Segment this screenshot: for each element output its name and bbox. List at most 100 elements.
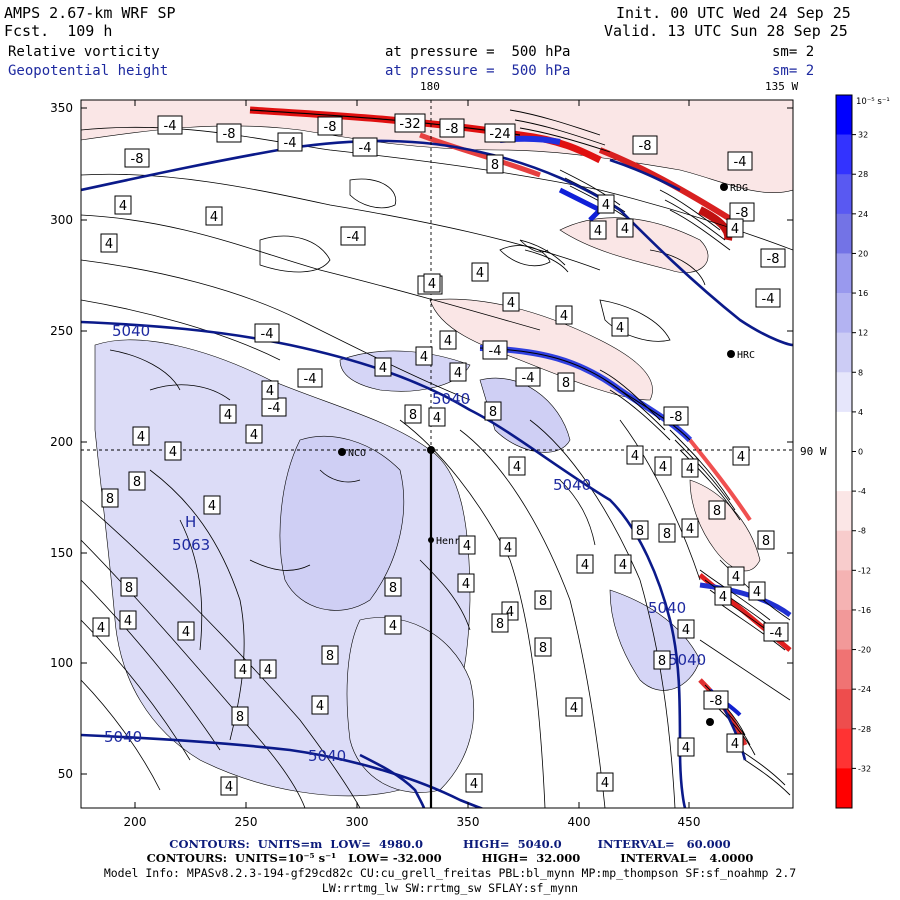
vorticity-contour-label: -4 — [727, 151, 753, 171]
vorticity-contour-label: 4 — [374, 357, 392, 377]
svg-text:4: 4 — [462, 577, 470, 592]
station-henry-marker — [428, 537, 434, 543]
plot-fields: NCO Henry RDG HRC H 5063 504050405040504… — [81, 100, 793, 808]
svg-text:4: 4 — [682, 741, 690, 756]
svg-text:8: 8 — [762, 534, 770, 549]
x-tick-label: 350 — [457, 815, 480, 829]
vorticity-contour-label: 8 — [231, 706, 249, 726]
vorticity-contour-label: 4 — [457, 573, 475, 593]
vorticity-contour-label: -24 — [484, 123, 516, 143]
vorticity-contour-label: 4 — [589, 220, 607, 240]
vorticity-contours — [81, 126, 793, 808]
station-nco-label: NCO — [348, 448, 366, 459]
vorticity-contour-label: 4 — [92, 617, 110, 637]
vorticity-contour-label: 4 — [555, 305, 573, 325]
vorticity-contour-label: 4 — [177, 621, 195, 641]
svg-text:-8: -8 — [223, 127, 236, 142]
footer-model-info: Model Info: MPASv8.2.3-194-gf29cd82c CU:… — [103, 866, 797, 880]
svg-text:4: 4 — [560, 309, 568, 324]
svg-text:-8: -8 — [670, 410, 683, 425]
svg-text:4: 4 — [428, 277, 436, 292]
svg-text:4: 4 — [316, 699, 324, 714]
svg-text:4: 4 — [250, 428, 258, 443]
svg-text:4: 4 — [506, 605, 514, 620]
vorticity-contour-label: 8 — [101, 488, 119, 508]
svg-text:4: 4 — [420, 350, 428, 365]
field1-smoothing: sm= 2 — [772, 44, 815, 60]
svg-text:-24: -24 — [489, 127, 510, 142]
svg-text:8: 8 — [409, 408, 417, 423]
svg-text:4: 4 — [119, 199, 127, 214]
vorticity-contour-label: -8 — [703, 690, 729, 710]
vorticity-contour-label: 8 — [557, 372, 575, 392]
svg-text:4: 4 — [379, 361, 387, 376]
svg-text:4: 4 — [454, 366, 462, 381]
vorticity-contour-label: 4 — [205, 206, 223, 226]
y-tick-label: 350 — [50, 101, 73, 115]
colorbar-swatch — [836, 411, 852, 452]
footer-vorticity-contours: CONTOURS: UNITS=10⁻⁵ s⁻¹ LOW= -32.000 HI… — [146, 851, 754, 865]
colorbar-label: 4 — [858, 408, 863, 417]
svg-text:8: 8 — [539, 641, 547, 656]
svg-text:4: 4 — [507, 296, 515, 311]
vorticity-contour-label: 4 — [311, 695, 329, 715]
vorticity-contour-label: -8 — [317, 116, 343, 136]
vorticity-contour-label: 4 — [681, 518, 699, 538]
colorbar-swatch — [836, 491, 852, 532]
forecast-hour: Fcst. 109 h — [4, 22, 113, 40]
vorticity-contour-label: 4 — [726, 733, 744, 753]
colorbar-swatch — [836, 293, 852, 333]
svg-text:-4: -4 — [762, 292, 775, 307]
y-tick-label: 50 — [58, 767, 73, 781]
svg-text:-8: -8 — [736, 206, 749, 221]
vorticity-contour-label: 4 — [748, 581, 766, 601]
colorbar-label: -32 — [858, 764, 871, 773]
svg-text:4: 4 — [504, 541, 512, 556]
vorticity-contour-label: -4 — [482, 340, 508, 360]
svg-text:8: 8 — [326, 649, 334, 664]
station-markers — [338, 183, 735, 726]
svg-text:4: 4 — [105, 237, 113, 252]
colorbar: 10⁻⁵ s⁻¹ 32 28 24 20 16 12 8 4 0 -4 -8 -12 -16 -20 -24… — [835, 94, 890, 809]
svg-text:-4: -4 — [304, 372, 317, 387]
vorticity-contour-label: 4 — [677, 737, 695, 757]
svg-text:-8: -8 — [710, 694, 723, 709]
vorticity-contour-label: 8 — [757, 530, 775, 550]
svg-text:4: 4 — [137, 430, 145, 445]
vorticity-contour-label: 8 — [384, 577, 402, 597]
svg-text:4: 4 — [682, 623, 690, 638]
svg-text:4: 4 — [601, 776, 609, 791]
svg-text:-4: -4 — [770, 626, 783, 641]
field1-name: Relative vorticity — [8, 44, 160, 60]
svg-text:-4: -4 — [359, 141, 372, 156]
svg-text:-4: -4 — [734, 155, 747, 170]
colorbar-swatch — [836, 372, 852, 413]
vorticity-contour-label: 4 — [119, 610, 137, 630]
colorbar-swatch — [836, 649, 852, 690]
vorticity-contour-label: 4 — [727, 566, 745, 586]
vorticity-contour-label: 4 — [471, 262, 489, 282]
svg-text:4: 4 — [686, 462, 694, 477]
vorticity-contour-label: -8 — [760, 248, 786, 268]
svg-text:4: 4 — [476, 266, 484, 281]
y-tick-label: 200 — [50, 435, 73, 449]
colorbar-label: 24 — [858, 210, 868, 219]
vorticity-contour-label: -8 — [439, 118, 465, 138]
svg-text:-4: -4 — [261, 327, 274, 342]
vorticity-contour-label: -8 — [632, 135, 658, 155]
svg-text:4: 4 — [210, 210, 218, 225]
vorticity-labels: -4 -8 -8 -32 -8 -24 -4 -4 -8 4 4 4 -4 -4 4 4 4 4 4 -8 -4 -4 -8… — [92, 113, 789, 796]
station-rdg-label: RDG — [730, 183, 748, 194]
svg-text:4: 4 — [731, 222, 739, 237]
svg-text:8: 8 — [663, 527, 671, 542]
svg-text:4: 4 — [264, 663, 272, 678]
station-henry-label: Henry — [436, 536, 466, 547]
colorbar-label: -24 — [858, 685, 871, 694]
vorticity-contour-label: 4 — [415, 346, 433, 366]
vorticity-contour-label: 4 — [439, 330, 457, 350]
vorticity-contour-label: 4 — [234, 659, 252, 679]
colorbar-label: 0 — [858, 448, 863, 457]
positive-vorticity-shading — [94, 339, 701, 797]
vorticity-contour-label: 4 — [164, 441, 182, 461]
colorbar-label: -16 — [858, 606, 871, 615]
